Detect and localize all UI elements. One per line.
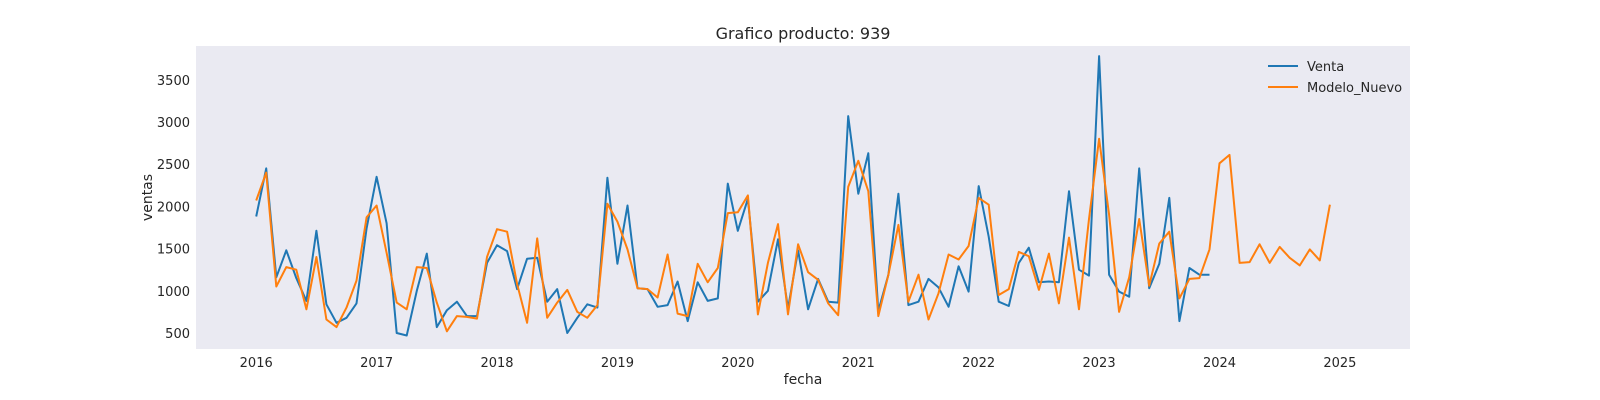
series-layer <box>255 55 1331 337</box>
y-tick-label: 2000 <box>157 200 190 215</box>
plot-area <box>196 46 1410 349</box>
chart-title: Grafico producto: 939 <box>716 24 891 43</box>
x-axis-label: fecha <box>784 372 823 388</box>
x-axis-ticks: 2016 2017 2018 2019 2020 2021 2022 2023 2024 2025 <box>240 356 1357 371</box>
legend: Venta Modelo_Nuevo <box>1268 60 1402 96</box>
y-tick-label: 1500 <box>157 243 190 258</box>
y-tick-label: 1000 <box>157 285 190 300</box>
x-tick-label: 2020 <box>721 356 754 371</box>
x-tick-label: 2024 <box>1203 356 1236 371</box>
x-tick-label: 2023 <box>1083 356 1116 371</box>
x-tick-label: 2017 <box>360 356 393 371</box>
x-tick-label: 2016 <box>240 356 273 371</box>
x-tick-label: 2025 <box>1323 356 1356 371</box>
legend-label: Venta <box>1307 60 1344 75</box>
legend-label: Modelo_Nuevo <box>1307 81 1402 96</box>
y-axis-label: ventas <box>140 174 156 221</box>
y-tick-label: 3500 <box>157 74 190 89</box>
series-line-modelo-nuevo <box>255 137 1331 333</box>
y-axis-ticks: 500 1000 1500 2000 2500 3000 3500 <box>157 74 190 342</box>
y-tick-label: 3000 <box>157 116 190 131</box>
x-tick-label: 2018 <box>480 356 513 371</box>
y-tick-label: 2500 <box>157 158 190 173</box>
series-line-venta <box>255 55 1210 337</box>
x-tick-label: 2022 <box>962 356 995 371</box>
y-tick-label: 500 <box>165 327 190 342</box>
x-tick-label: 2021 <box>842 356 875 371</box>
x-tick-label: 2019 <box>601 356 634 371</box>
